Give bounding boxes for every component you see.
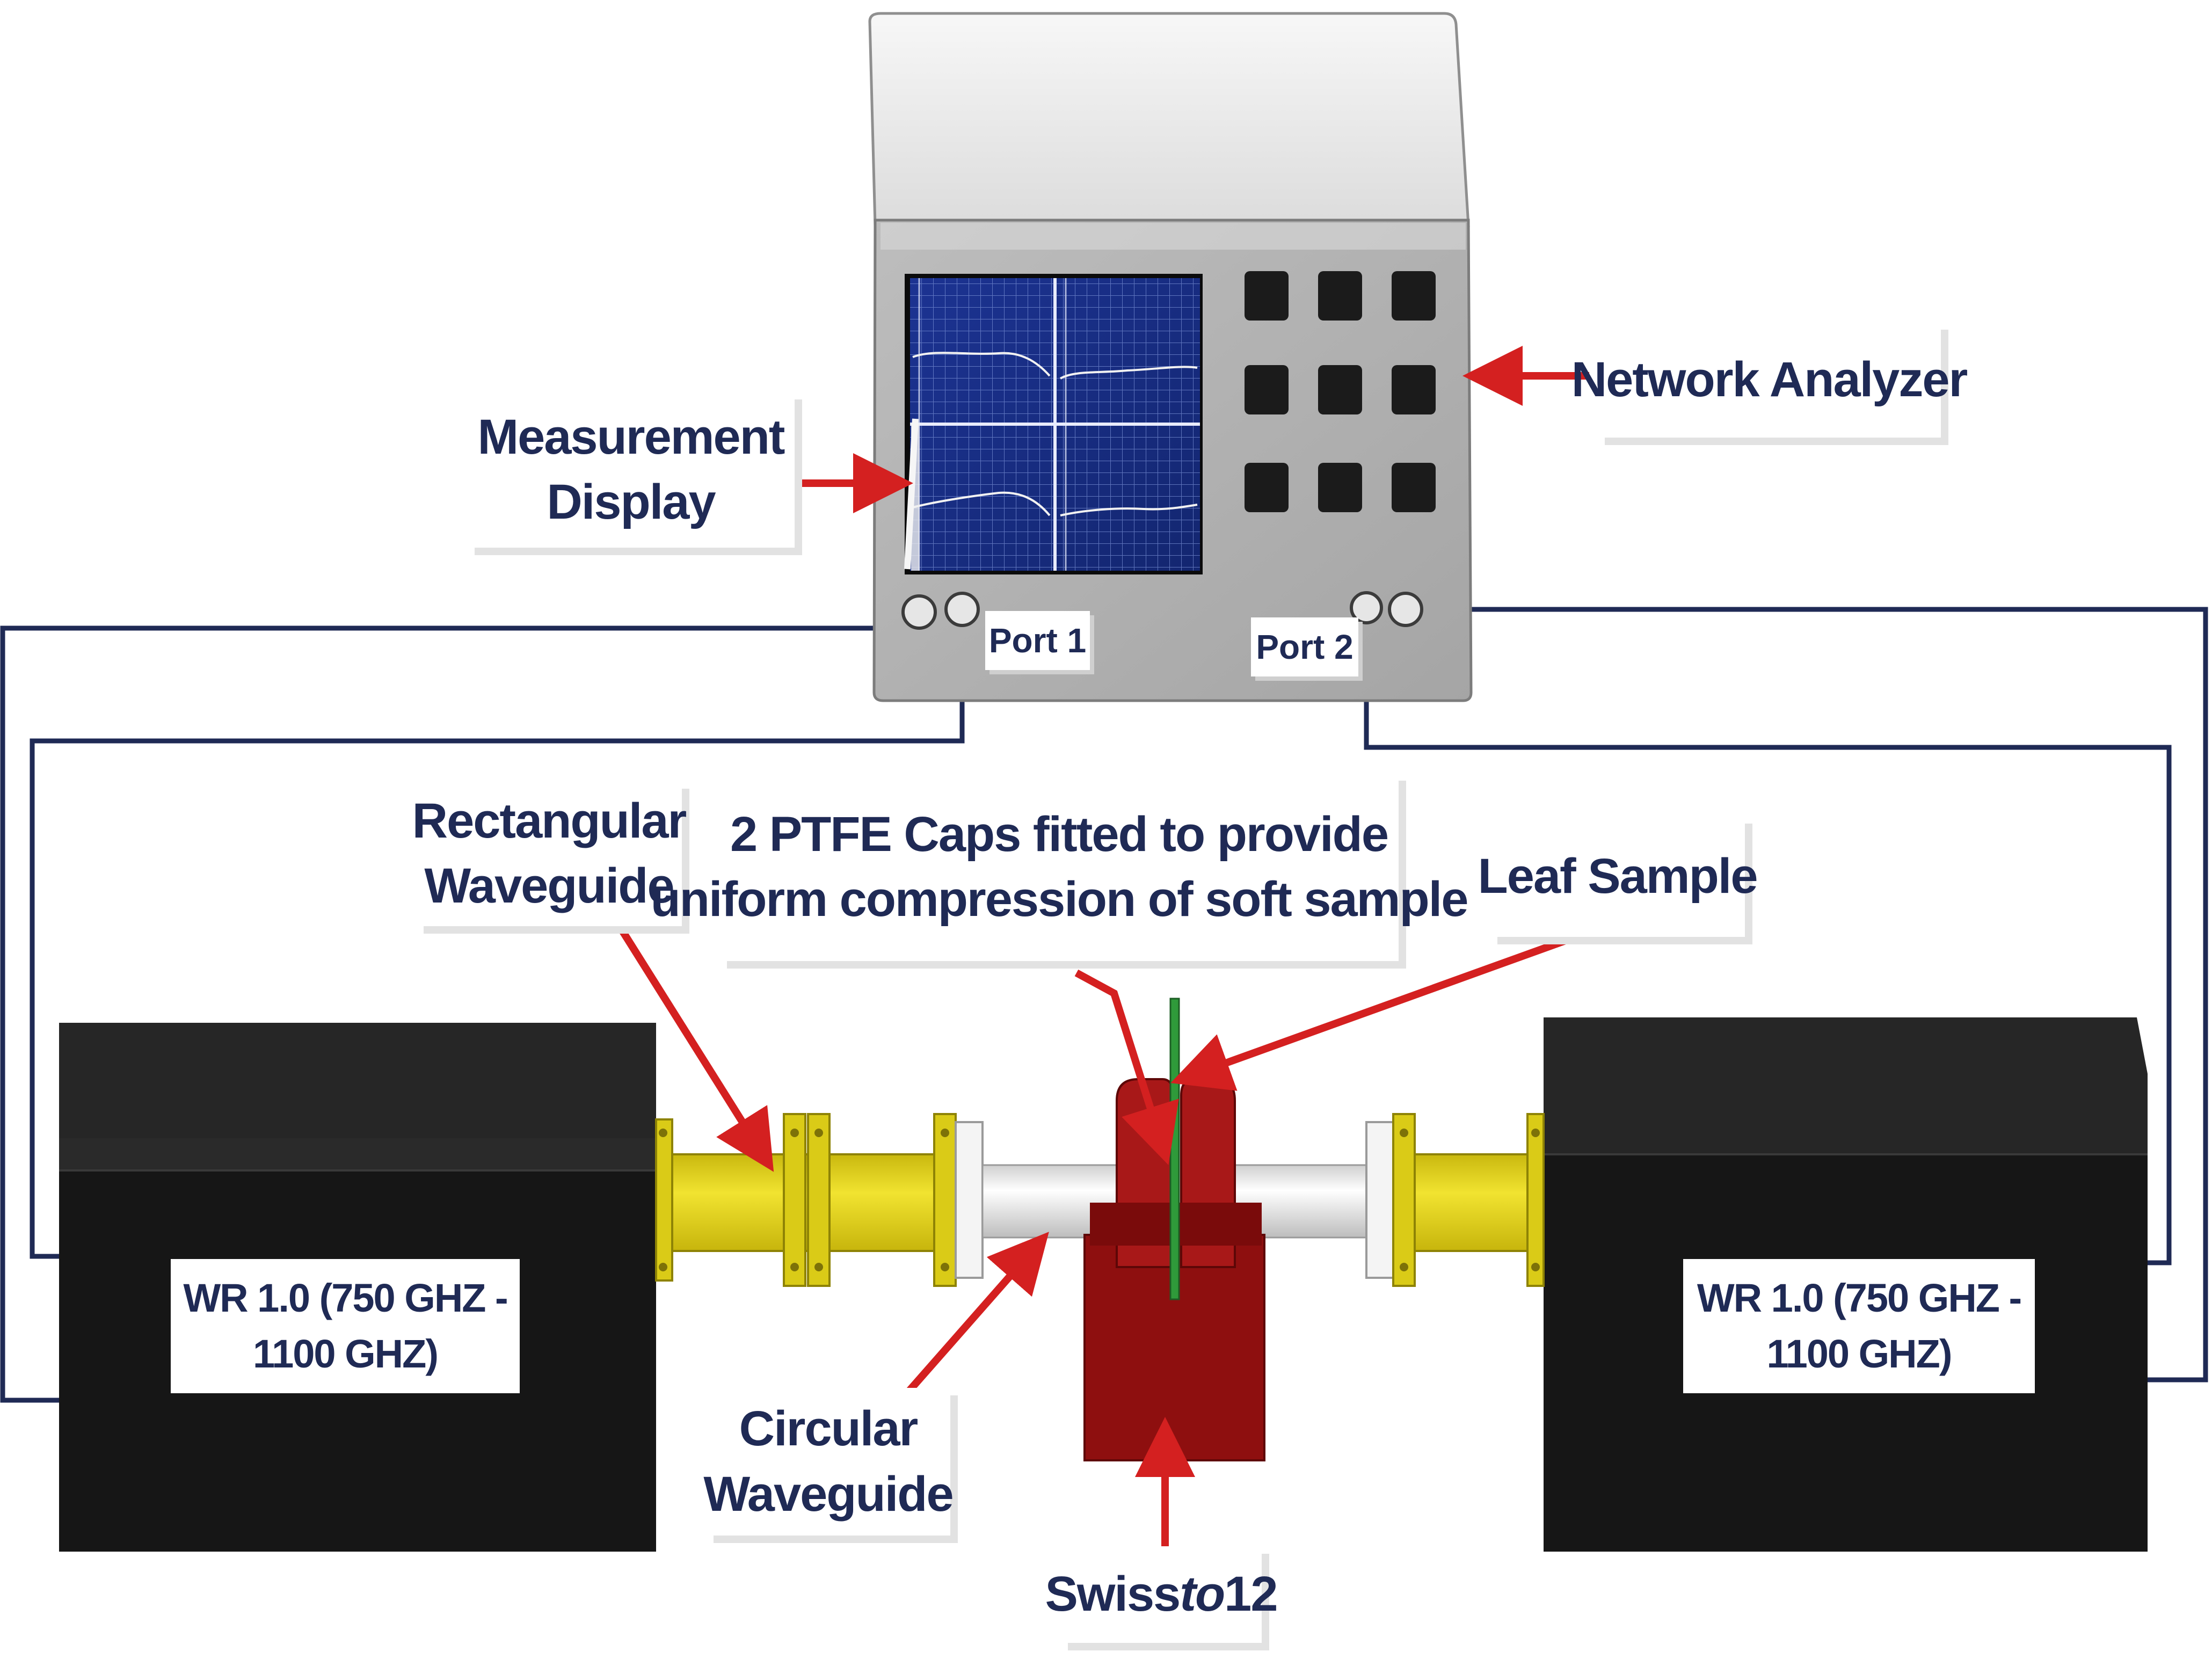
key-button — [1318, 271, 1362, 321]
key-button — [1245, 463, 1289, 512]
label-port1-text: Port 1 — [988, 621, 1087, 660]
label-extender-right-line1: WR 1.0 (750 GHZ - — [1697, 1276, 2022, 1321]
analyzer-top-case — [868, 12, 1470, 227]
port2-connector-b — [1388, 592, 1423, 627]
port1-connector-a — [901, 594, 937, 630]
keypad — [1245, 271, 1436, 512]
key-button — [1392, 271, 1436, 321]
label-swissto12: Swissto12 — [1045, 1546, 1278, 1643]
label-port1: Port 1 — [985, 611, 1090, 670]
cable-port2-outer — [1406, 607, 2208, 1382]
key-button — [1318, 365, 1362, 414]
cable-port2-inner — [1364, 617, 2172, 1265]
label-rectangular-waveguide-line1: Rectangular — [412, 793, 687, 848]
label-ptfe-caps: 2 PTFE Caps fitted to provide uniform co… — [651, 773, 1468, 961]
arrow-circular-waveguide — [901, 1232, 1049, 1399]
label-ptfe-caps-line2: uniform compression of soft sample — [650, 872, 1469, 927]
label-extender-right-line2: 1100 GHZ) — [1766, 1331, 1953, 1376]
label-rectangular-waveguide: Rectangular Waveguide — [412, 781, 687, 926]
label-measurement-display-line2: Display — [547, 475, 716, 529]
label-measurement-display: Measurement Display — [467, 392, 795, 548]
label-rectangular-waveguide-line2: Waveguide — [424, 858, 674, 913]
arrow-ptfe-caps — [1074, 969, 1179, 1166]
label-leaf-sample: Leaf Sample — [1478, 816, 1758, 937]
swissto12-holder — [1083, 998, 1265, 1461]
port1-connector-b — [944, 592, 980, 627]
label-circular-waveguide-line2: Waveguide — [703, 1466, 954, 1522]
key-button — [1392, 463, 1436, 512]
label-measurement-display-line1: Measurement — [477, 409, 785, 464]
arrow-rectangular-waveguide — [620, 929, 774, 1172]
label-circular-waveguide-line1: Circular — [739, 1401, 919, 1457]
key-button — [1245, 271, 1289, 321]
label-extender-left-line1: WR 1.0 (750 GHZ - — [183, 1276, 508, 1321]
label-port2-text: Port 2 — [1256, 628, 1354, 666]
label-network-analyzer-text: Network Analyzer — [1571, 352, 1968, 407]
label-port2: Port 2 — [1251, 617, 1358, 676]
key-button — [1318, 463, 1362, 512]
port2-connector-a — [1350, 591, 1383, 624]
label-ptfe-caps-line1: 2 PTFE Caps fitted to provide — [730, 806, 1389, 862]
label-extender-left-line2: 1100 GHZ) — [253, 1331, 439, 1376]
key-button — [1245, 365, 1289, 414]
key-button — [1392, 365, 1436, 414]
port-connectors — [901, 591, 1423, 630]
arrow-leaf-sample — [1170, 933, 1577, 1091]
measurement-screen — [904, 274, 1203, 574]
callout-arrows — [620, 346, 1589, 1552]
label-leaf-sample-text: Leaf Sample — [1478, 848, 1758, 904]
leaf-sample-sheet — [1169, 998, 1180, 1300]
label-extender-left: WR 1.0 (750 GHZ - 1100 GHZ) — [171, 1259, 520, 1393]
label-swissto12-text: Swissto12 — [1045, 1567, 1278, 1622]
label-network-analyzer: Network Analyzer — [1571, 322, 1968, 438]
waveguide-chain — [655, 1113, 1545, 1287]
network-analyzer — [868, 12, 1473, 702]
label-circular-waveguide: Circular Waveguide — [703, 1388, 954, 1536]
label-extender-right: WR 1.0 (750 GHZ - 1100 GHZ) — [1683, 1259, 2035, 1393]
